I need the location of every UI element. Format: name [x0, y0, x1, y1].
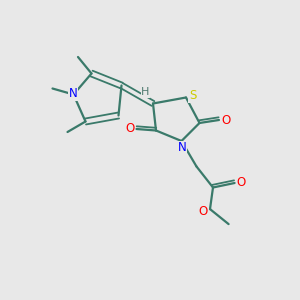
Text: O: O [237, 176, 246, 189]
Text: N: N [178, 141, 187, 154]
Text: H: H [141, 87, 150, 97]
Text: O: O [221, 113, 230, 127]
Text: O: O [199, 205, 208, 218]
Text: O: O [125, 122, 134, 136]
Text: N: N [68, 87, 77, 101]
Text: S: S [189, 89, 196, 103]
